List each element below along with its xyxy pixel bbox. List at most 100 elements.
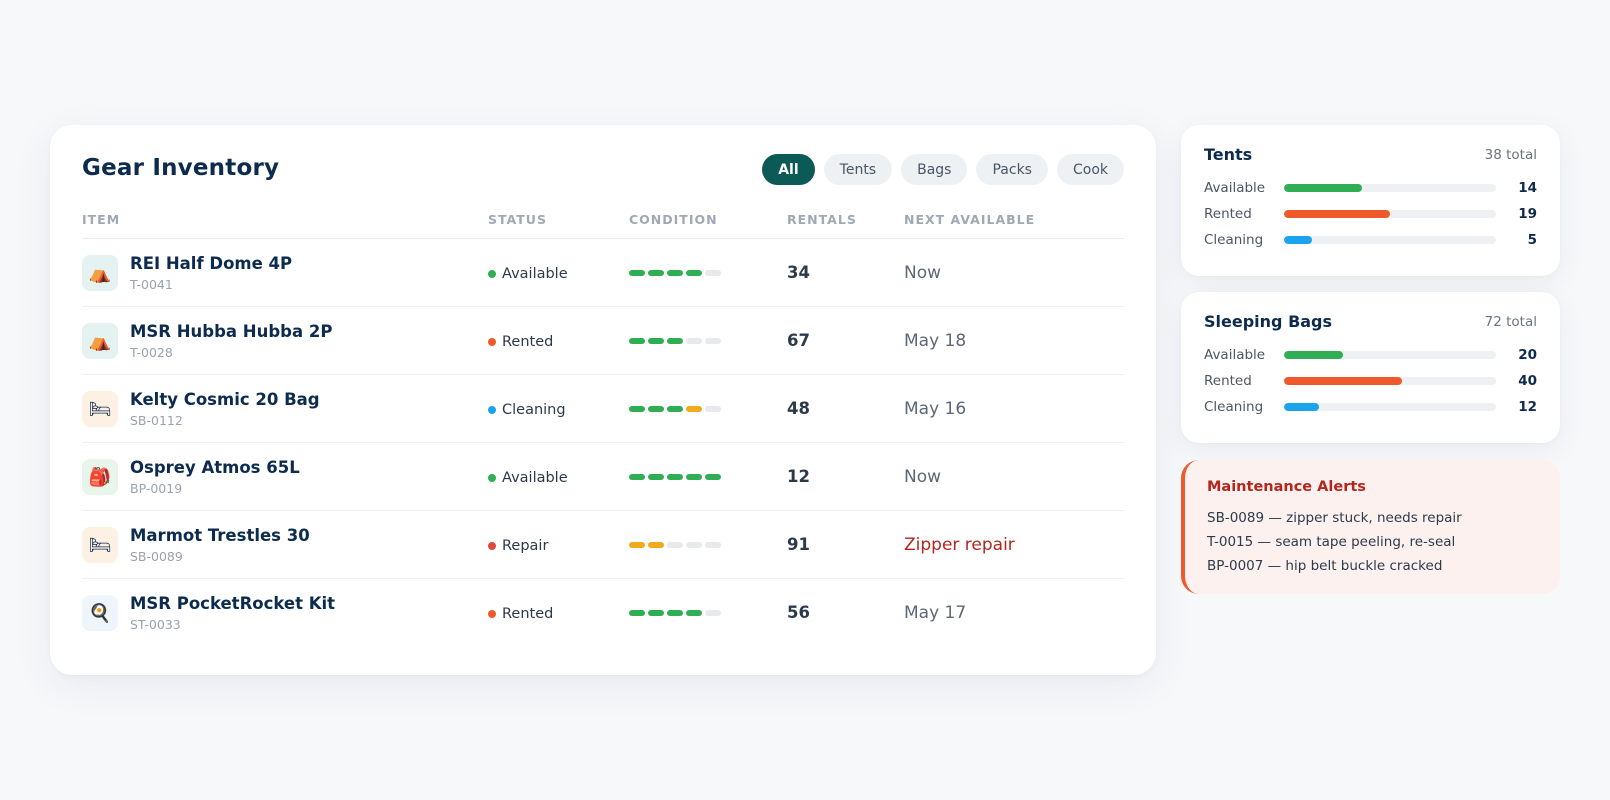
summary-row-value: 19	[1518, 206, 1537, 222]
summary-title: Sleeping Bags	[1204, 312, 1333, 331]
next-available: Now	[904, 467, 942, 487]
condition-segment	[648, 406, 664, 412]
status-label: Cleaning	[502, 402, 566, 418]
summary-row-label: Rented	[1204, 206, 1252, 222]
status-label: Rented	[502, 606, 554, 622]
item-name[interactable]: Kelty Cosmic 20 Bag	[130, 390, 320, 409]
condition-segment	[686, 338, 702, 344]
column-header-status[interactable]: STATUS	[488, 212, 547, 227]
condition-segment	[667, 542, 683, 548]
summary-row-label: Rented	[1204, 373, 1252, 389]
column-header-rentals[interactable]: RENTALS	[787, 212, 857, 227]
table-row[interactable]: 🛏 Marmot Trestles 30 SB-0089 Repair 91 Zipper…	[82, 511, 1124, 579]
condition-segment	[648, 270, 664, 276]
summary-progress-bar	[1284, 351, 1496, 359]
condition-segment	[648, 474, 664, 480]
condition-meter	[629, 542, 721, 548]
condition-segment	[667, 406, 683, 412]
status-dot-icon	[488, 406, 496, 414]
item-code: T-0028	[130, 345, 173, 360]
summary-progress-fill	[1284, 210, 1390, 218]
table-row[interactable]: 🎒 Osprey Atmos 65L BP-0019 Available 12 Now	[82, 443, 1124, 511]
summary-progress-bar	[1284, 377, 1496, 385]
summary-title: Tents	[1204, 145, 1253, 164]
summary-row-value: 14	[1518, 180, 1537, 196]
summary-progress-bar	[1284, 184, 1496, 192]
alert-item[interactable]: SB-0089 — zipper stuck, needs repair	[1207, 510, 1462, 526]
item-name[interactable]: REI Half Dome 4P	[130, 254, 293, 273]
column-header-condition[interactable]: CONDITION	[629, 212, 718, 227]
next-available: May 16	[904, 399, 967, 419]
alert-item[interactable]: T-0015 — seam tape peeling, re-seal	[1207, 534, 1456, 550]
summary-total: 38 total	[1484, 147, 1537, 163]
table-row[interactable]: 🍳 MSR PocketRocket Kit ST-0033 Rented 56 May …	[82, 579, 1124, 647]
table-body: ⛺ REI Half Dome 4P T-0041 Available 34 Now ⛺ MS…	[82, 239, 1124, 647]
column-header-item[interactable]: ITEM	[82, 212, 121, 227]
tents-summary-card: Tents 38 total Available 14 Rented 19 Cleaning…	[1181, 125, 1560, 276]
tent-icon: ⛺	[82, 255, 118, 291]
tent-icon: ⛺	[82, 323, 118, 359]
summary-row-label: Available	[1204, 347, 1266, 363]
status-badge: Rented	[488, 334, 553, 350]
summary-row-rented: Rented 19	[1204, 206, 1537, 222]
inventory-table: ITEM STATUS CONDITION RENTALS NEXT AVAIL…	[82, 212, 1124, 647]
condition-segment	[629, 610, 645, 616]
condition-meter	[629, 474, 721, 480]
item-name[interactable]: MSR PocketRocket Kit	[130, 594, 336, 613]
alerts-title: Maintenance Alerts	[1207, 479, 1366, 495]
cooking-pan-icon: 🍳	[82, 595, 118, 631]
summary-row-available: Available 14	[1204, 180, 1537, 196]
next-available: Now	[904, 263, 942, 283]
summary-progress-bar	[1284, 236, 1496, 244]
alert-item[interactable]: BP-0007 — hip belt buckle cracked	[1207, 558, 1443, 574]
status-dot-icon	[488, 542, 496, 550]
condition-meter	[629, 610, 721, 616]
item-name[interactable]: Marmot Trestles 30	[130, 526, 310, 545]
item-name[interactable]: Osprey Atmos 65L	[130, 458, 300, 477]
condition-meter	[629, 270, 721, 276]
condition-segment	[648, 610, 664, 616]
status-badge: Rented	[488, 606, 553, 622]
item-code: SB-0112	[130, 413, 183, 428]
status-dot-icon	[488, 338, 496, 346]
condition-meter	[629, 406, 721, 412]
rentals-count: 12	[787, 467, 810, 486]
filter-bags[interactable]: Bags	[901, 154, 968, 185]
rentals-count: 91	[787, 535, 810, 554]
rentals-count: 48	[787, 399, 810, 418]
next-available: Zipper repair	[904, 535, 1015, 555]
condition-segment	[648, 338, 664, 344]
table-row[interactable]: ⛺ REI Half Dome 4P T-0041 Available 34 Now	[82, 239, 1124, 307]
sleeping-bags-summary-card: Sleeping Bags 72 total Available 20 Rented 40…	[1181, 292, 1560, 443]
status-label: Repair	[502, 538, 549, 554]
condition-segment	[667, 338, 683, 344]
filter-tents[interactable]: Tents	[823, 154, 893, 185]
table-row[interactable]: 🛏 Kelty Cosmic 20 Bag SB-0112 Cleaning 48 May…	[82, 375, 1124, 443]
filter-packs[interactable]: Packs	[976, 154, 1048, 185]
status-dot-icon	[488, 270, 496, 278]
filter-cook[interactable]: Cook	[1056, 154, 1124, 185]
summary-row-value: 5	[1527, 232, 1537, 248]
condition-segment	[705, 474, 721, 480]
status-dot-icon	[488, 610, 496, 618]
summary-row-value: 12	[1518, 399, 1537, 415]
summary-progress-fill	[1284, 184, 1363, 192]
condition-segment	[705, 542, 721, 548]
summary-row-value: 40	[1518, 373, 1537, 389]
status-dot-icon	[488, 474, 496, 482]
filter-all[interactable]: All	[762, 154, 815, 185]
summary-row-label: Available	[1204, 180, 1266, 196]
item-code: BP-0019	[130, 481, 183, 496]
status-label: Available	[502, 266, 568, 282]
summary-row-value: 20	[1518, 347, 1537, 363]
summary-row-rented: Rented 40	[1204, 373, 1537, 389]
summary-progress-fill	[1284, 403, 1320, 411]
condition-segment	[667, 610, 683, 616]
sleeping-bag-icon: 🛏	[82, 391, 118, 427]
table-row[interactable]: ⛺ MSR Hubba Hubba 2P T-0028 Rented 67 May 18	[82, 307, 1124, 375]
column-header-next-available[interactable]: NEXT AVAILABLE	[904, 212, 1036, 227]
item-code: T-0041	[130, 277, 173, 292]
gear-inventory-card: Gear Inventory All Tents Bags Packs Cook…	[50, 125, 1156, 675]
condition-segment	[667, 270, 683, 276]
item-name[interactable]: MSR Hubba Hubba 2P	[130, 322, 333, 341]
